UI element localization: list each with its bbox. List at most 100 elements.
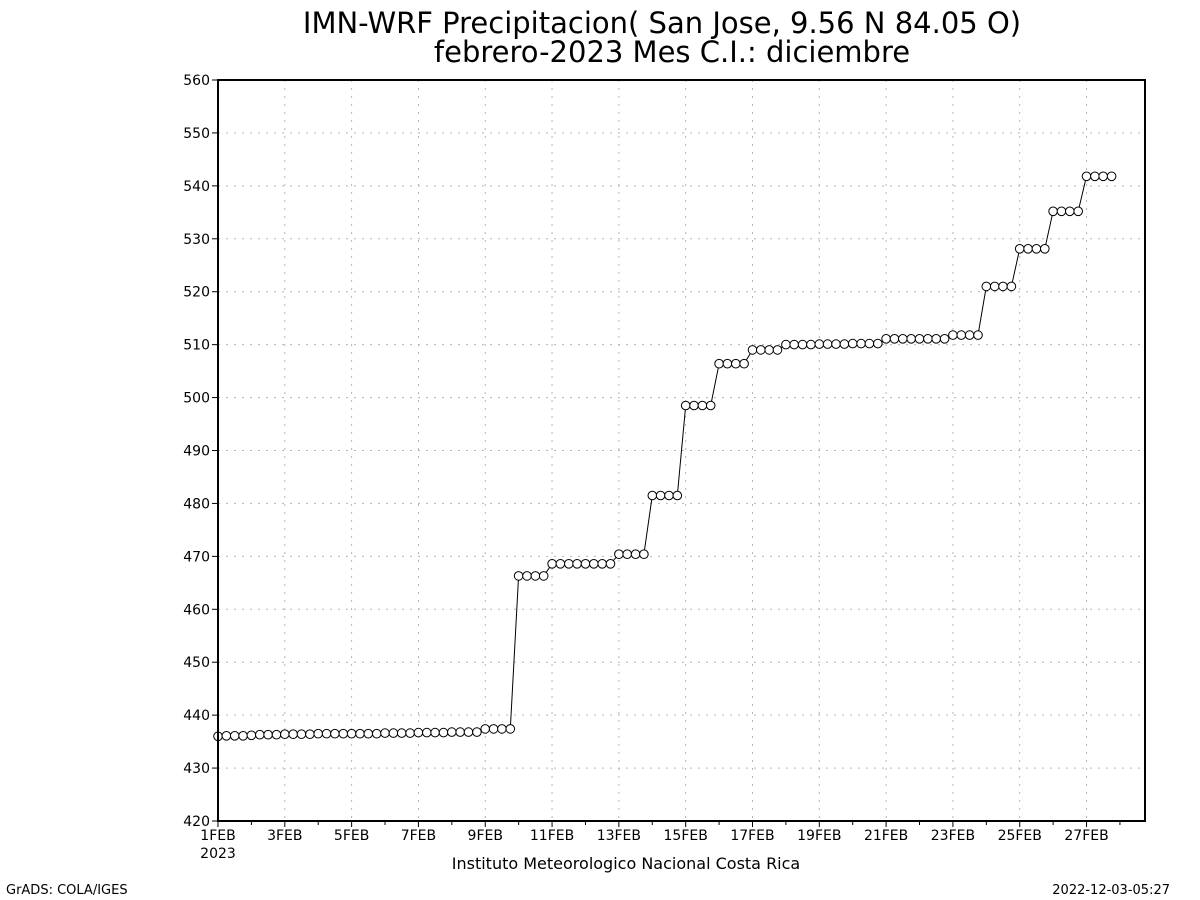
data-point-marker xyxy=(1056,206,1067,217)
x-tick-label: 3FEB xyxy=(267,828,302,844)
data-point-marker xyxy=(396,728,407,738)
data-point-marker xyxy=(321,728,332,739)
data-point-marker xyxy=(622,549,633,560)
data-point-marker xyxy=(1081,171,1092,182)
data-point-marker xyxy=(280,729,290,740)
data-point-marker xyxy=(497,724,507,734)
data-point-marker xyxy=(689,400,699,411)
data-point-marker xyxy=(1023,244,1033,254)
data-point-marker xyxy=(664,490,674,501)
data-point-marker xyxy=(338,728,349,739)
data-point-marker xyxy=(806,339,816,350)
data-point-marker xyxy=(973,330,983,340)
data-point-marker xyxy=(989,281,1000,292)
data-point-marker xyxy=(981,281,992,292)
y-tick-label: 470 xyxy=(183,549,210,565)
data-point-marker xyxy=(923,334,933,344)
data-point-marker xyxy=(330,728,340,739)
data-series xyxy=(213,171,1117,742)
data-point-marker xyxy=(238,731,248,741)
chart-title: IMN-WRF Precipitacion( San Jose, 9.56 N … xyxy=(303,6,1021,40)
data-point-marker xyxy=(580,559,591,569)
data-point-marker xyxy=(814,339,825,349)
data-point-marker xyxy=(722,358,733,369)
y-tick-label: 520 xyxy=(183,285,210,301)
data-point-marker xyxy=(839,339,850,349)
data-point-marker xyxy=(363,728,374,739)
data-point-marker xyxy=(1040,244,1050,254)
y-tick-label: 450 xyxy=(183,655,210,671)
data-point-marker xyxy=(697,400,708,411)
y-tick-label: 460 xyxy=(183,602,210,618)
x-tick-label: 5FEB xyxy=(334,828,369,844)
data-point-marker xyxy=(380,728,390,738)
data-point-marker xyxy=(864,338,875,349)
data-point-marker xyxy=(847,338,858,349)
plot-frame xyxy=(217,79,1146,822)
data-point-marker xyxy=(647,490,658,501)
data-point-marker xyxy=(856,338,866,349)
y-tick-label: 500 xyxy=(183,391,210,407)
data-point-marker xyxy=(1006,281,1017,292)
data-point-marker xyxy=(246,730,257,741)
y-tick-label: 430 xyxy=(183,761,210,777)
y-tick-label: 440 xyxy=(183,708,210,724)
year-label: 2023 xyxy=(200,846,236,862)
data-point-marker xyxy=(1014,244,1025,254)
data-point-marker xyxy=(589,559,599,569)
data-point-marker xyxy=(547,559,557,569)
y-tick-label: 510 xyxy=(183,338,210,354)
data-point-marker xyxy=(873,338,883,349)
y-tick-label: 420 xyxy=(183,814,210,830)
data-point-marker xyxy=(764,345,775,355)
x-tick-label: 7FEB xyxy=(401,828,436,844)
data-point-marker xyxy=(305,729,315,740)
data-point-marker xyxy=(288,729,299,740)
software-credit: GrADS: COLA/IGES xyxy=(6,883,128,898)
y-axis: 420 430 440 450 460 470 480 490 500 510 520 530 540 5… xyxy=(183,73,218,830)
data-point-marker xyxy=(731,358,741,369)
data-point-marker xyxy=(1090,171,1100,182)
data-point-marker xyxy=(705,400,716,411)
y-tick-label: 560 xyxy=(183,73,210,89)
data-point-marker xyxy=(939,334,950,344)
data-point-marker xyxy=(1098,171,1108,182)
data-point-marker xyxy=(513,571,524,581)
data-point-marker xyxy=(1106,171,1117,182)
data-point-marker xyxy=(564,559,574,569)
data-point-marker xyxy=(597,559,608,569)
data-point-marker xyxy=(831,339,841,349)
data-point-marker xyxy=(296,729,307,740)
data-point-marker xyxy=(639,549,649,560)
data-point-marker xyxy=(455,727,466,737)
data-point-marker xyxy=(438,727,449,738)
data-point-marker xyxy=(914,334,925,344)
x-tick-label: 25FEB xyxy=(998,828,1042,844)
x-tick-label: 19FEB xyxy=(797,828,841,844)
data-point-marker xyxy=(772,345,783,355)
data-point-marker xyxy=(797,339,808,350)
x-tick-label: 17FEB xyxy=(730,828,774,844)
data-point-marker xyxy=(538,571,549,581)
x-tick-label: 1FEB xyxy=(200,828,235,844)
data-point-marker xyxy=(822,339,833,349)
data-point-marker xyxy=(346,728,357,739)
chart-subtitle: febrero-2023 Mes C.I.: diciembre xyxy=(434,35,910,69)
data-point-marker xyxy=(371,728,382,739)
data-point-marker xyxy=(789,339,800,350)
x-tick-label: 21FEB xyxy=(864,828,908,844)
x-tick-label: 13FEB xyxy=(597,828,641,844)
data-point-marker xyxy=(739,358,749,369)
data-point-marker xyxy=(906,334,917,344)
timestamp: 2022-12-03-05:27 xyxy=(1052,883,1170,898)
data-point-marker xyxy=(254,729,265,740)
data-point-marker xyxy=(680,400,691,411)
data-point-marker xyxy=(355,728,365,739)
x-tick-label: 11FEB xyxy=(530,828,574,844)
x-tick-label: 27FEB xyxy=(1064,828,1108,844)
data-point-marker xyxy=(430,727,440,738)
data-point-marker xyxy=(488,724,499,734)
data-point-marker xyxy=(263,729,273,740)
data-point-marker xyxy=(522,571,532,581)
